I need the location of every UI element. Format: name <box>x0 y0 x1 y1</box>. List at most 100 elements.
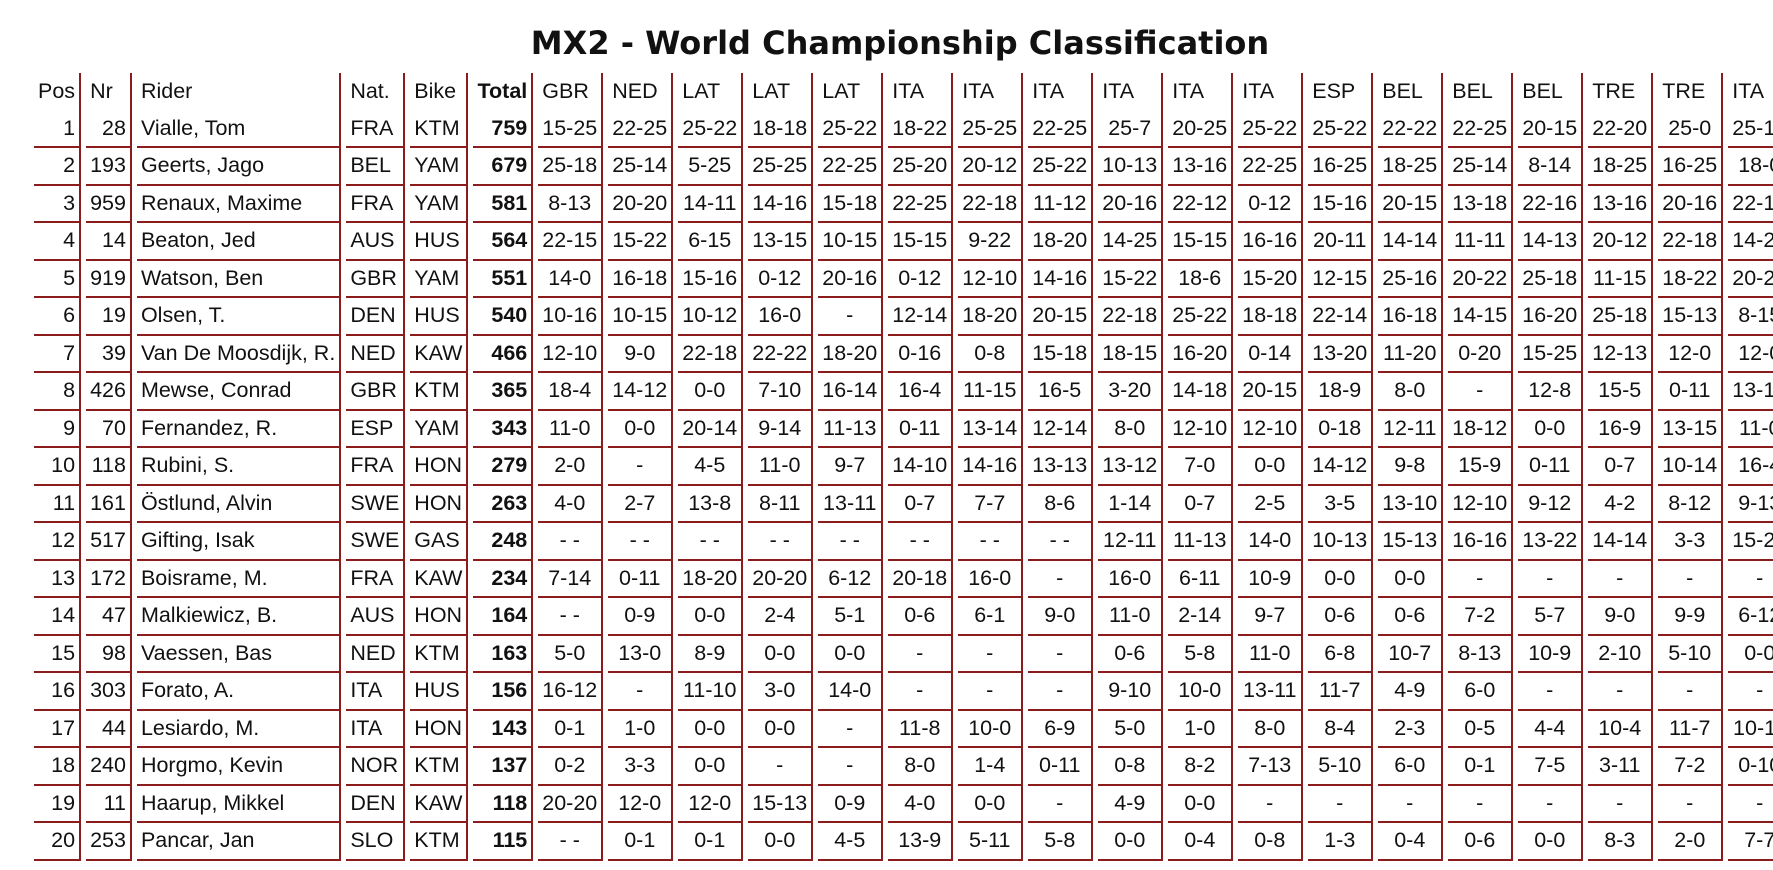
result-cell: 0-11 <box>1658 373 1724 411</box>
rider-cell: Renaux, Maxime <box>136 185 342 223</box>
result-cell: 13-16 <box>1588 185 1654 223</box>
result-cell: 18-20 <box>1028 223 1094 261</box>
result-cell: 12-0 <box>678 785 744 823</box>
table-row: 10 118 Rubini, S. FRA HON 279 2-0-4-5 11-0 9-7 14… <box>34 448 1773 486</box>
column-header: ITA <box>1238 73 1304 111</box>
result-cell: 6-8 <box>1308 635 1374 673</box>
result-cell: 14-12 <box>608 373 674 411</box>
result-cell: 18-20 <box>818 335 884 373</box>
result-cell: 0-0 <box>1238 448 1304 486</box>
total-cell: 279 <box>473 448 534 486</box>
result-cell: 16-18 <box>608 260 674 298</box>
result-cell: - <box>1028 785 1094 823</box>
rider-cell: Fernandez, R. <box>136 410 342 448</box>
total-cell: 343 <box>473 410 534 448</box>
result-cell: 16-0 <box>1098 560 1164 598</box>
result-cell: 0-0 <box>678 748 744 786</box>
result-cell: 20-25 <box>1168 110 1234 148</box>
column-header: TRE <box>1588 73 1654 111</box>
result-cell: 5-0 <box>1098 710 1164 748</box>
result-cell: 0-0 <box>1518 410 1584 448</box>
result-cell: 3-20 <box>1098 373 1164 411</box>
result-cell: - <box>1378 785 1444 823</box>
result-cell: 13-16 <box>1168 148 1234 186</box>
result-cell: 0-0 <box>818 635 884 673</box>
table-row: 20 253 Pancar, Jan SLO KTM 115- -0-1 0-1 0-0 4-5… <box>34 823 1773 861</box>
result-cell: 1-0 <box>608 710 674 748</box>
column-header: LAT <box>818 73 884 111</box>
number-cell: 919 <box>86 260 132 298</box>
result-cell: 18-15 <box>1098 335 1164 373</box>
result-cell: 11-7 <box>1308 673 1374 711</box>
total-cell: 581 <box>473 185 534 223</box>
result-cell: 8-6 <box>1028 485 1094 523</box>
result-cell: 2-14 <box>1168 598 1234 636</box>
total-cell: 564 <box>473 223 534 261</box>
bike-cell: YAM <box>410 148 469 186</box>
rider-cell: Watson, Ben <box>136 260 342 298</box>
bike-cell: KTM <box>410 110 469 148</box>
number-cell: 193 <box>86 148 132 186</box>
result-cell: 14-11 <box>678 185 744 223</box>
column-header: LAT <box>678 73 744 111</box>
result-cell: 13-15 <box>1658 410 1724 448</box>
result-cell: 15-5 <box>1588 373 1654 411</box>
result-cell: 11-15 <box>958 373 1024 411</box>
result-cell: 22-20 <box>1588 110 1654 148</box>
result-cell: 25-0 <box>1658 110 1724 148</box>
result-cell: 8-0 <box>1378 373 1444 411</box>
result-cell: 0-0 <box>1168 785 1234 823</box>
result-cell: 6-9 <box>1028 710 1094 748</box>
result-cell: 0-6 <box>1098 635 1164 673</box>
result-cell: 14-13 <box>1518 223 1584 261</box>
bike-cell: KAW <box>410 785 469 823</box>
table-row: 7 39 Van De Moosdijk, R. NED KAW 466 12-10 9-0 2… <box>34 335 1773 373</box>
result-cell: 9-22 <box>958 223 1024 261</box>
result-cell: 15-13 <box>1378 523 1444 561</box>
result-cell: 0-4 <box>1168 823 1234 861</box>
result-cell: 20-16 <box>818 260 884 298</box>
number-cell: 118 <box>86 448 132 486</box>
result-cell: - - <box>538 523 604 561</box>
result-cell: 9-7 <box>818 448 884 486</box>
result-cell: 6-12 <box>818 560 884 598</box>
result-cell: 2-10 <box>1588 635 1654 673</box>
result-cell: 0-7 <box>888 485 954 523</box>
result-cell: 16-0 <box>958 560 1024 598</box>
number-cell: 517 <box>86 523 132 561</box>
result-cell: 14-0 <box>1238 523 1304 561</box>
result-cell: 4-5 <box>818 823 884 861</box>
result-cell: 1-3 <box>1308 823 1374 861</box>
bike-cell: HUS <box>410 223 469 261</box>
result-cell: 3-11 <box>1588 748 1654 786</box>
result-cell: 0-12 <box>888 260 954 298</box>
table-row: 3 959 Renaux, Maxime FRA YAM 581 8-13 20-20 14-1… <box>34 185 1773 223</box>
total-cell: 156 <box>473 673 534 711</box>
result-cell: 11-12 <box>1028 185 1094 223</box>
result-cell: 10-15 <box>608 298 674 336</box>
rider-cell: Malkiewicz, B. <box>136 598 342 636</box>
result-cell: 0-2 <box>538 748 604 786</box>
rider-cell: Geerts, Jago <box>136 148 342 186</box>
result-cell: 14-18 <box>1168 373 1234 411</box>
result-cell: 18-0 <box>1728 148 1773 186</box>
result-cell: 8-3 <box>1588 823 1654 861</box>
position-cell: 18 <box>34 748 82 786</box>
result-cell: 13-14 <box>958 410 1024 448</box>
result-cell: 0-11 <box>608 560 674 598</box>
result-cell: 16-12 <box>538 673 604 711</box>
result-cell: - <box>1658 673 1724 711</box>
position-cell: 6 <box>34 298 82 336</box>
result-cell: - <box>1588 560 1654 598</box>
bike-cell: HON <box>410 448 469 486</box>
result-cell: 18-9 <box>1308 373 1374 411</box>
result-cell: 15-15 <box>1168 223 1234 261</box>
result-cell: 4-2 <box>1588 485 1654 523</box>
total-cell: 551 <box>473 260 534 298</box>
result-cell: - <box>1728 673 1773 711</box>
column-header: Rider <box>137 73 342 111</box>
result-cell: 0-6 <box>888 598 954 636</box>
position-cell: 13 <box>34 560 82 598</box>
result-cell: 1-14 <box>1098 485 1164 523</box>
result-cell: 25-22 <box>678 110 744 148</box>
